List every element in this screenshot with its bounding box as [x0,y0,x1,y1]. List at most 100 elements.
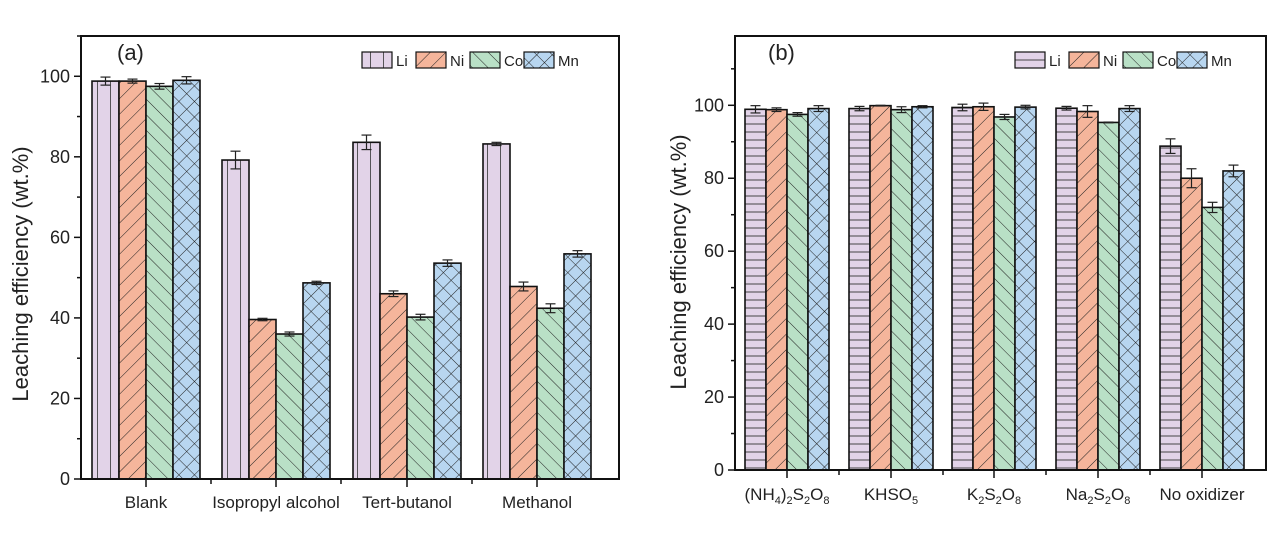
y-tick-label: 80 [704,168,724,188]
legend-item-co: Co [469,51,523,70]
bar-co [1201,201,1224,471]
legend-b: Li Ni Co Mn [1014,51,1232,70]
legend-label: Ni [450,53,464,70]
error-bar [257,317,268,322]
bar-pattern [1076,110,1099,471]
error-bar [361,134,372,151]
legend-swatch-pattern [1176,51,1208,69]
legend-swatch-pattern [361,51,393,69]
error-bar [388,290,399,298]
error-bar [854,105,865,112]
bar-mn [1222,164,1245,471]
panel-a: Leaching efficiency (wt.%) (a) 0 20 40 60 80… [8,35,620,512]
bar-pattern [911,105,934,471]
x-category-label: Blank [125,493,168,512]
error-bar [230,150,241,170]
error-bar [978,102,989,112]
error-bar [284,331,295,337]
legend-swatch-pattern [1068,51,1100,69]
bar-pattern [807,107,830,471]
legend-swatch-pattern [1122,51,1154,69]
y-axis-title-b: Leaching efficiency (wt.%) [666,134,691,389]
bar-co [786,111,809,471]
bar-pattern [563,253,592,480]
legend-label: Li [1049,53,1061,70]
bar-co [993,113,1016,471]
bar-ni [765,107,788,471]
x-category-label: No oxidizer [1159,485,1244,504]
panel-label-a: (a) [117,40,144,65]
y-tick-label: 100 [40,66,70,86]
bar-mn [563,250,592,480]
bar-co [275,331,304,480]
legend-item-mn: Mn [1176,51,1232,70]
bar-pattern [118,80,147,480]
error-bar [896,106,907,114]
error-bar [154,82,165,90]
error-bar [491,141,502,147]
bar-ni [248,317,277,480]
bar-pattern [1055,107,1078,471]
legend-item-co: Co [1122,51,1176,70]
bar-ni [379,290,408,480]
error-bar [442,259,453,267]
legend-a: Li Ni Co Mn [361,51,579,70]
bar-pattern [433,262,462,480]
panel-b: Leaching efficiency (wt.%) (b) 0 20 40 60 80… [666,35,1267,507]
bar-pattern [744,108,767,471]
legend-label: Mn [558,53,579,70]
legend-item-ni: Ni [1068,51,1117,70]
error-bar [813,105,824,113]
error-bar [1061,105,1072,111]
legend-swatch-pattern [1014,51,1046,69]
y-tick-label: 20 [704,387,724,407]
error-bar [100,76,111,86]
error-bar [750,105,761,114]
bar-co [536,303,565,480]
bar-li [221,150,250,480]
legend-item-mn: Mn [523,51,579,70]
error-bar [311,280,322,286]
bar-pattern [765,108,788,471]
bar-li [744,105,767,471]
x-category-label: Methanol [502,493,572,512]
bar-mn [433,259,462,480]
plot-frame-a [80,35,620,480]
bar-ni [118,78,147,480]
bar-pattern [248,318,277,480]
y-tick-label: 0 [714,460,724,480]
bar-li [91,76,120,480]
bar-pattern [1118,107,1141,471]
bar-pattern [1222,170,1245,471]
bar-pattern [406,316,435,480]
bar-co [406,313,435,480]
y-tick-label: 40 [50,308,70,328]
bar-pattern [1201,206,1224,471]
bar-ni [1076,105,1099,471]
bar-li [482,141,511,480]
bar-pattern [1180,177,1203,471]
error-bar [771,107,782,113]
bar-mn [911,105,934,471]
plot-frame-b [734,35,1267,471]
bar-pattern [1014,106,1037,471]
bar-pattern [482,143,511,480]
bar-pattern [536,307,565,480]
bar-ni [972,102,995,471]
bar-mn [1014,104,1037,471]
error-bar [1228,164,1239,178]
y-tick-label: 100 [694,95,724,115]
x-category-label: Isopropyl alcohol [212,493,340,512]
x-category-label: KHSO5 [864,485,918,507]
error-bar [572,250,583,258]
bar-pattern [786,113,809,471]
legend-swatch-pattern [523,51,555,69]
error-bar [127,78,138,84]
error-bar [917,105,928,109]
bar-pattern [951,106,974,471]
bar-pattern [848,107,871,471]
legend-item-ni: Ni [415,51,464,70]
bar-pattern [890,108,913,471]
panel-label-b: (b) [768,40,795,65]
